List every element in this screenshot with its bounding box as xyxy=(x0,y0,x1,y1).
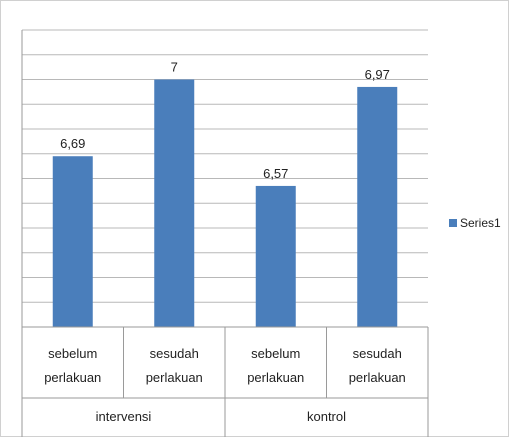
category-label: perlakuan xyxy=(146,370,203,385)
data-label: 7 xyxy=(171,60,178,75)
legend[interactable]: Series1 xyxy=(449,216,501,230)
bar xyxy=(154,79,195,327)
category-label: sesudah xyxy=(150,346,199,361)
legend-swatch xyxy=(449,219,457,227)
bar xyxy=(357,86,398,327)
bars xyxy=(52,79,398,327)
bar xyxy=(52,156,93,327)
category-label: perlakuan xyxy=(349,370,406,385)
category-label: perlakuan xyxy=(44,370,101,385)
legend-label: Series1 xyxy=(460,216,501,230)
data-label: 6,69 xyxy=(60,136,85,151)
bar xyxy=(255,185,296,327)
group-label: intervensi xyxy=(96,409,152,424)
data-label: 6,97 xyxy=(365,67,390,82)
category-label: sesudah xyxy=(353,346,402,361)
x-axis: sebelum perlakuan sesudah perlakuan sebelum p… xyxy=(21,326,429,437)
data-label: 6,57 xyxy=(263,166,288,181)
category-label: perlakuan xyxy=(247,370,304,385)
category-label: sebelum xyxy=(251,346,300,361)
category-label: sebelum xyxy=(48,346,97,361)
group-label: kontrol xyxy=(307,409,346,424)
data-labels: 6,69 7 6,57 6,97 xyxy=(60,60,390,181)
